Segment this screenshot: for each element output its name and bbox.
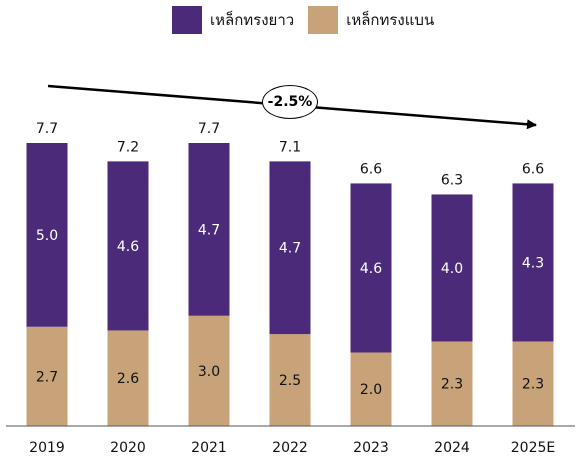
bar-segment-long [512,183,554,342]
bar-segment-flat [512,341,554,426]
data-label-total: 7.7 [198,121,220,137]
bar-segment-long [269,161,311,335]
bar-segment-flat [431,341,473,426]
legend-swatch-long [172,6,202,34]
chart-legend: เหล็กทรงยาว เหล็กทรงแบน [172,6,434,34]
cagr-badge: -2.5% [262,85,318,119]
data-label-total: 7.2 [117,139,139,155]
bar-segment-long [350,183,392,353]
bars-group: 2.7 5.0 7.7 2019 2.6 4.6 7.2 2020 3.0 4.7 7.7 2021 2… [26,121,555,456]
data-label-long: 4.0 [441,261,463,277]
data-label-flat: 2.3 [441,377,463,393]
data-label-flat: 2.5 [279,373,301,389]
data-label-long: 4.6 [117,239,139,255]
legend-label-flat: เหล็กทรงแบน [346,11,435,29]
legend-label-long: เหล็กทรงยาว [210,11,295,29]
x-tick-label: 2024 [434,440,470,456]
x-tick-label: 2021 [191,440,227,456]
x-tick-label: 2025E [511,440,555,456]
data-label-long: 4.3 [522,255,544,271]
x-tick-label: 2019 [29,440,65,456]
data-label-flat: 2.7 [36,369,58,385]
data-label-flat: 3.0 [198,364,220,380]
x-tick-label: 2020 [110,440,146,456]
bar-segment-long [107,161,149,331]
bar-segment-flat [26,326,68,426]
data-label-flat: 2.3 [522,377,544,393]
data-label-total: 7.7 [36,121,58,137]
bar-segment-flat [107,330,149,426]
bar-segment-long [26,143,68,327]
bar-segment-flat [188,315,230,426]
x-tick-label: 2023 [353,440,389,456]
data-label-long: 4.6 [360,261,382,277]
data-label-total: 6.6 [522,161,544,177]
legend-item-flat: เหล็กทรงแบน [308,6,434,34]
data-label-long: 4.7 [279,241,301,257]
bar-segment-flat [269,334,311,426]
bar-segment-long [431,194,473,342]
data-label-flat: 2.6 [117,371,139,387]
x-tick-label: 2022 [272,440,308,456]
data-label-total: 6.3 [441,172,463,188]
bar-segment-flat [350,352,392,426]
legend-item-long: เหล็กทรงยาว [172,6,294,34]
data-label-long: 5.0 [36,228,58,244]
bar-segment-long [188,143,230,316]
data-label-long: 4.7 [198,222,220,238]
legend-swatch-flat [308,6,339,34]
data-label-total: 6.6 [360,161,382,177]
data-label-total: 7.1 [279,139,301,155]
data-label-flat: 2.0 [360,382,382,398]
